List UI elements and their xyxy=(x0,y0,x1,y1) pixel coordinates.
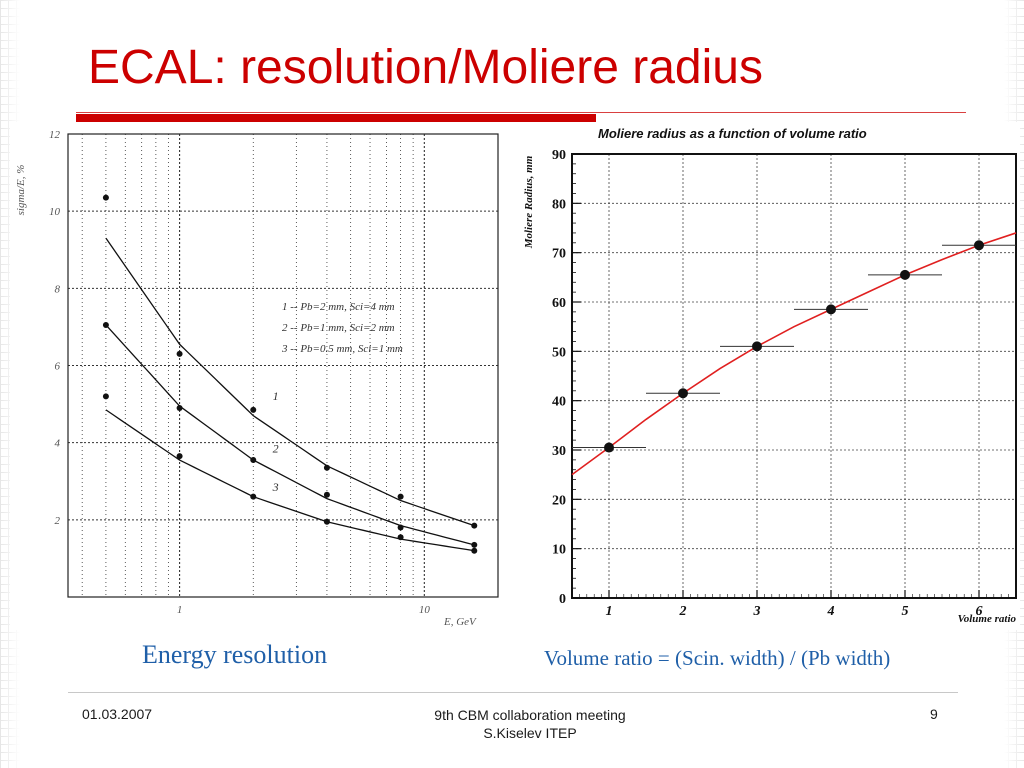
footer-divider xyxy=(68,692,958,693)
y-tick-label: 10 xyxy=(49,206,61,218)
legend-entry: 2 -- Pb=1 mm, Sci=2 mm xyxy=(282,322,395,334)
x-axis-label: Volume ratio xyxy=(958,613,1017,625)
y-axis-label: Moliere Radius, mm xyxy=(523,155,535,249)
caption-volume-ratio: Volume ratio = (Scin. width) / (Pb width… xyxy=(544,646,891,670)
footer-date: 01.03.2007 xyxy=(82,706,153,722)
data-point-series-2 xyxy=(102,321,109,328)
data-point-series-3 xyxy=(471,547,478,554)
moliere-radius-panel: Moliere radius as a function of volume r… xyxy=(516,122,1020,630)
legend-entry: 3 -- Pb=0.5 mm, Sci=1 mm xyxy=(281,343,403,355)
data-point-series-1 xyxy=(323,464,330,471)
y-tick-label: 2 xyxy=(55,515,61,527)
legend-entry: 1 -- Pb=2 mm, Sci=4 mm xyxy=(282,301,395,313)
plot-frame xyxy=(67,133,499,598)
plot-frame xyxy=(571,153,1017,599)
slide-title: ECAL: resolution/Moliere radius xyxy=(88,41,763,94)
fit-curve-3 xyxy=(105,409,475,552)
y-tick-label: 12 xyxy=(49,129,61,141)
data-point-series-2 xyxy=(176,404,183,411)
data-point-series-1 xyxy=(176,350,183,357)
data-point-series-3 xyxy=(397,534,404,541)
x-tick-label: 1 xyxy=(606,604,613,619)
data-point-series-1 xyxy=(397,493,404,500)
y-tick-label: 90 xyxy=(552,148,566,163)
y-tick-label: 0 xyxy=(559,592,566,607)
x-tick-label: 3 xyxy=(753,604,761,619)
footer-meeting-title: 9th CBM collaboration meeting xyxy=(434,707,626,723)
data-point-series-2 xyxy=(471,541,478,548)
x-axis-label: E, GeV xyxy=(443,616,477,628)
data-point-series-2 xyxy=(397,524,404,531)
data-point-series-3 xyxy=(102,393,109,400)
data-point xyxy=(826,304,836,315)
data-point-series-3 xyxy=(176,453,183,460)
title-underline xyxy=(76,112,966,113)
data-point-series-3 xyxy=(250,493,257,500)
curve-label: 3 xyxy=(272,480,279,494)
y-tick-label: 40 xyxy=(552,395,566,410)
data-point-series-2 xyxy=(250,457,257,464)
y-tick-label: 10 xyxy=(552,543,566,558)
data-point xyxy=(974,240,984,251)
data-point xyxy=(752,341,762,352)
caption-energy-resolution: Energy resolution xyxy=(142,640,328,669)
y-tick-label: 70 xyxy=(552,247,566,262)
data-point-series-2 xyxy=(323,491,330,498)
y-tick-label: 6 xyxy=(55,361,61,373)
grid-lines xyxy=(572,154,1016,598)
y-tick-label: 50 xyxy=(552,345,566,360)
footer-meeting: 9th CBM collaboration meeting S.Kiselev … xyxy=(380,706,680,742)
chart-title: Moliere radius as a function of volume r… xyxy=(598,126,867,141)
fit-curve-2 xyxy=(105,324,475,546)
data-point-series-3 xyxy=(323,518,330,525)
curve-label: 2 xyxy=(273,441,279,455)
data-point-series-1 xyxy=(102,194,109,201)
fit-curve-1 xyxy=(105,237,475,527)
fit-curve xyxy=(571,232,1017,476)
y-tick-label: 20 xyxy=(552,493,566,508)
grid-lines xyxy=(68,134,499,597)
x-tick-label: 5 xyxy=(902,604,909,619)
energy-resolution-panel: 2 4 6 8 10 12 1 10 1 -- Pb=2 mm, Sci=4 mm 2 -- P… xyxy=(10,122,510,630)
x-tick-label: 10 xyxy=(419,604,431,616)
data-point-series-1 xyxy=(471,522,478,529)
title-accent-bar xyxy=(76,114,596,122)
y-tick-label: 8 xyxy=(55,283,61,295)
legend: 1 -- Pb=2 mm, Sci=4 mm 2 -- Pb=1 mm, Sci=… xyxy=(281,301,403,355)
y-tick-label: 30 xyxy=(552,444,566,459)
x-tick-label: 2 xyxy=(679,604,687,619)
y-tick-label: 4 xyxy=(55,438,61,450)
curve-label: 1 xyxy=(273,389,279,403)
moliere-radius-chart: Moliere radius as a function of volume r… xyxy=(523,126,1017,625)
x-tick-label: 6 xyxy=(976,604,983,619)
data-point xyxy=(678,388,688,399)
footer-page-number: 9 xyxy=(930,706,938,722)
y-tick-label: 60 xyxy=(552,296,566,311)
y-axis-label: sigma/E, % xyxy=(15,165,27,216)
data-point-series-1 xyxy=(250,406,257,413)
footer-author: S.Kiselev ITEP xyxy=(483,725,577,741)
data-point xyxy=(900,269,910,280)
y-tick-label: 80 xyxy=(552,197,566,212)
x-tick-label: 4 xyxy=(827,604,835,619)
data-point xyxy=(604,442,614,453)
x-tick-label: 1 xyxy=(177,604,183,616)
